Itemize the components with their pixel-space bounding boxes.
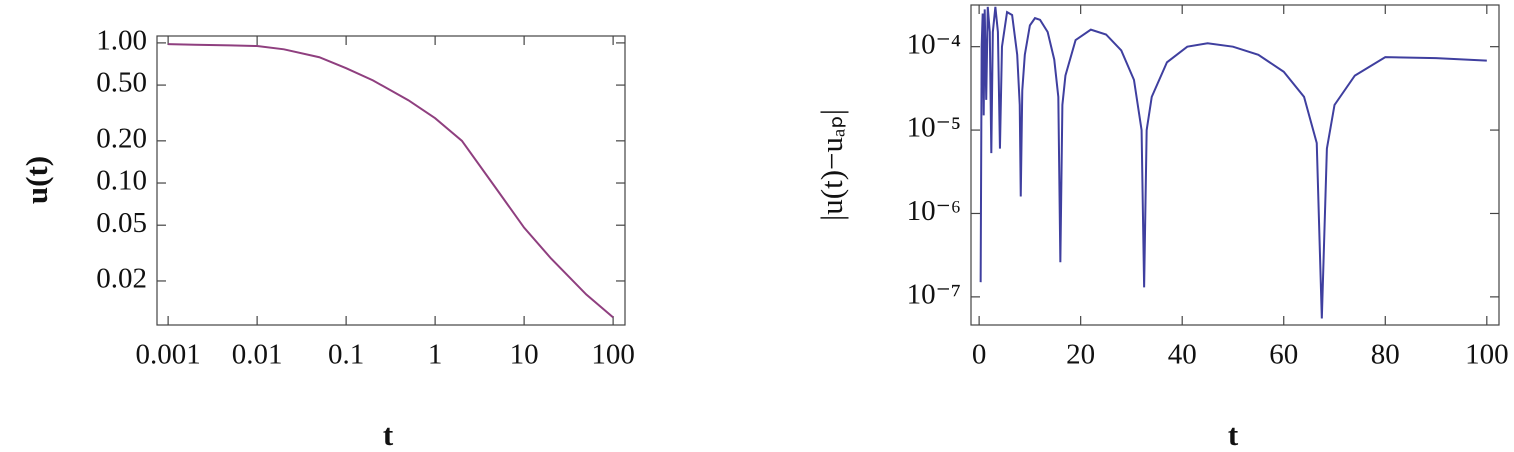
x-tick-label: 0 [972,339,987,371]
x-tick-label: 60 [1269,339,1298,371]
x-tick-label: 20 [1066,339,1095,371]
plot-frame [156,35,626,326]
data-line [168,43,614,319]
y-tick-label: 0.10 [96,165,147,197]
y-tick-label: 0.02 [96,263,147,295]
x-tick-label: 10 [510,339,539,371]
plot-frame [970,4,1500,326]
x-tick-label: 0.1 [328,339,364,371]
x-axis-label: t [1228,417,1239,452]
y-tick-label: 10⁻⁷ [907,279,961,311]
x-tick-label: 40 [1168,339,1197,371]
y-tick-label: 0.05 [96,207,147,239]
x-tick-label: 100 [591,339,635,371]
x-tick-label: 80 [1371,339,1400,371]
data-line [979,6,1487,319]
x-tick-label: 100 [1465,339,1509,371]
x-axis-label: t [383,417,394,452]
y-tick-label: 10⁻⁴ [907,28,961,60]
y-tick-label: 10⁻⁶ [907,195,961,227]
y-axis-label: |u(t)−uₐₚ| [814,109,849,221]
y-tick-label: 1.00 [96,25,147,57]
y-tick-label: 10⁻⁵ [907,112,961,144]
x-tick-label: 1 [428,339,443,371]
x-tick-label: 0.01 [232,339,283,371]
y-tick-label: 0.50 [96,67,147,99]
y-tick-label: 0.20 [96,122,147,154]
y-axis-label: u(t) [19,156,54,204]
x-tick-label: 0.001 [135,339,200,371]
